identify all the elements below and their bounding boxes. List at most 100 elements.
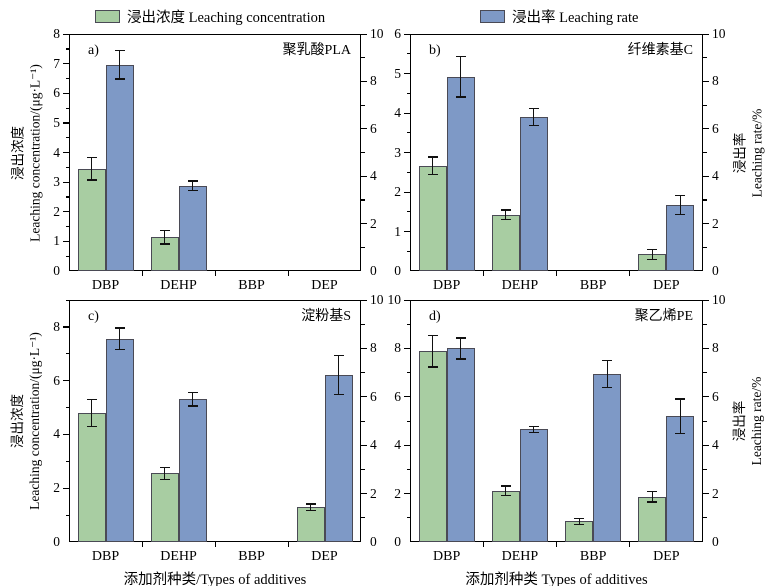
subplot-b-category-DEHP: DEHP [501, 278, 539, 293]
subplot-a-right-tick-label: 2 [370, 215, 377, 231]
subplot-d-right-axis-label: 浸出率 Leaching rate/% [732, 376, 764, 466]
subplot-d-left-tick [404, 299, 410, 301]
legend-label-rate: 浸出率 Leaching rate [512, 9, 639, 26]
subplot-b-left-tick-label: 5 [394, 65, 401, 81]
subplot-c-category-DEP: DEP [311, 549, 338, 564]
subplot-a-left-tick-label: 5 [53, 114, 60, 130]
subplot-b-bar-right-DBP [446, 76, 475, 271]
subplot-b-right-tick-label: 10 [712, 26, 726, 41]
subplot-b-left-tick [406, 171, 410, 173]
subplot-b-right-tick [703, 80, 709, 83]
subplot-b-right-tick [703, 199, 707, 201]
subplot-b-left-tick-label: 6 [394, 26, 401, 41]
subplot-d-left-tick-label: 10 [387, 292, 402, 307]
subplot-b-category-DEP: DEP [653, 278, 680, 293]
legend-swatch-rate-icon [480, 9, 505, 23]
subplot-c-right-tick-label: 2 [370, 485, 377, 501]
subplot-d-errorbar-cap-top [500, 485, 511, 487]
subplot-c-right-tick-label: 0 [370, 534, 377, 549]
subplot-a-errorbar-cap-top [114, 49, 125, 52]
subplot-d-right-tick [703, 517, 707, 519]
subplot-a-category-DEHP: DEHP [160, 278, 197, 293]
subplot-b-right-tick-label: 8 [712, 73, 719, 89]
subplot-d-category-DEP: DEP [653, 549, 680, 564]
subplot-b-left-tick-label: 3 [394, 144, 401, 160]
subplot-d-errorbar-line [505, 485, 507, 496]
subplot-d-bar-right-DEHP [519, 429, 548, 542]
subplot-b-errorbar-cap-top [427, 156, 438, 158]
subplot-a-left-tick [65, 107, 69, 109]
subplot-a-left-tick [63, 152, 69, 154]
subplot-b-errorbar-cap-bottom [500, 218, 511, 221]
subplot-b-right-tick-label: 2 [712, 215, 719, 231]
subplot-c-errorbar-cap-top [86, 398, 97, 401]
subplot-d-left-tick-label: 0 [394, 534, 401, 549]
subplot-a-bar-left-DBP [77, 168, 106, 271]
subplot-c-errorbar-line [191, 392, 194, 406]
subplot-d-errorbar-cap-top [675, 398, 686, 400]
subplot-d-left-tick [404, 444, 410, 446]
subplot-d-errorbar-cap-bottom [500, 494, 511, 497]
subplot-a-right-tick-label: 0 [370, 263, 377, 278]
subplot-d-errorbar-cap-top [528, 425, 539, 428]
subplot-a-left-tick-label: 6 [53, 85, 60, 101]
subplot-b-right-tick [703, 223, 709, 225]
subplot-b-errorbar-cap-top [675, 194, 686, 196]
subplot-c-left-tick [63, 433, 69, 436]
subplot-a-left-tick [65, 137, 69, 139]
subplot-c-category-BBP: BBP [238, 549, 265, 564]
subplot-c-left-tick [65, 460, 69, 463]
subplot-c-errorbar-cap-top [333, 355, 344, 357]
subplot-b-errorbar-line [505, 209, 507, 220]
subplot-c-right-tick [361, 372, 365, 374]
subplot-b-right-tick [703, 57, 707, 59]
subplot-b-right-tick [703, 246, 707, 248]
subplot-d-left-tick [406, 468, 410, 471]
subplot-a-category-DEP: DEP [311, 278, 338, 293]
subplot-b-left-tick-label: 1 [394, 223, 401, 239]
subplot-d-left-tick-label: 2 [394, 485, 401, 501]
subplot-b-title: 纤维素基C [627, 43, 693, 58]
subplot-c-left-axis-label: 浸出浓度 Leaching concentration/(μg·L⁻¹) [10, 332, 42, 510]
subplot-c-errorbar-line [163, 467, 166, 480]
subplot-a-left-tick-label: 3 [53, 174, 60, 190]
subplot-c-errorbar-cap-bottom [86, 425, 97, 428]
subplot-a-right-tick [361, 33, 367, 35]
subplot-a-left-tick [65, 77, 69, 80]
subplot-c-left-tick [65, 407, 69, 409]
subplot-c-x-tick [214, 542, 216, 547]
subplot-d-right-tick-label: 6 [712, 388, 719, 404]
subplot-d-x-axis-label: 添加剂种类 Types of additives [465, 572, 648, 586]
subplot-c-left-tick [63, 380, 69, 382]
subplot-d-errorbar-line [606, 360, 608, 388]
subplot-d-left-tick [404, 493, 410, 495]
subplot-b-left-tick [404, 231, 410, 233]
subplot-c-category-DEHP: DEHP [160, 549, 197, 564]
subplot-c-right-tick [361, 444, 367, 446]
subplot-d-left-tick-label: 8 [394, 340, 401, 356]
subplot-a-title: 聚乳酸PLA [282, 43, 351, 58]
subplot-a-errorbar-line [163, 230, 166, 244]
subplot-a-left-tick [65, 166, 69, 168]
subplot-b-right-tick-label: 0 [712, 263, 719, 278]
subplot-c-left-tick [65, 299, 69, 301]
subplot-c-bar-right-DEP [324, 375, 353, 542]
subplot-b-errorbar-line [460, 56, 462, 97]
subplot-c-x-tick [287, 542, 289, 547]
subplot-c-right-tick-label: 4 [370, 437, 377, 453]
subplot-d-right-tick-label: 0 [712, 534, 719, 549]
subplot-d-errorbar-cap-bottom [528, 431, 539, 434]
subplot-c-bar-right-DBP [105, 338, 134, 542]
subplot-a-left-tick-label: 1 [53, 233, 60, 249]
subplot-d-errorbar-line [460, 337, 462, 359]
subplot-a-right-tick [361, 246, 365, 248]
subplot-d-x-tick [629, 542, 631, 547]
subplot-d-errorbar-line [651, 491, 653, 502]
subplot-c-x-axis-label: 添加剂种类/Types of additives [123, 572, 307, 586]
legend-item-concentration: 浸出浓度 Leaching concentration [95, 8, 325, 26]
subplot-d-x-tick [556, 542, 558, 547]
subplot-b-errorbar-cap-bottom [647, 258, 658, 260]
subplot-b-errorbar-line [432, 156, 434, 175]
subplot-d-errorbar-line [679, 398, 681, 434]
